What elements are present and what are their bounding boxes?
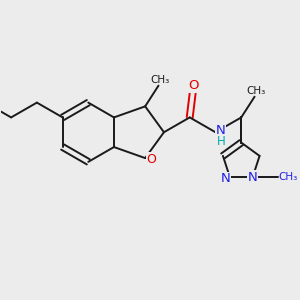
Text: O: O	[188, 79, 199, 92]
Text: O: O	[147, 153, 157, 166]
Text: N: N	[220, 172, 230, 185]
Text: H: H	[216, 135, 225, 148]
Text: CH₃: CH₃	[278, 172, 297, 182]
Text: CH₃: CH₃	[150, 75, 170, 85]
Text: N: N	[248, 171, 257, 184]
Text: N: N	[216, 124, 226, 137]
Text: CH₃: CH₃	[246, 86, 266, 96]
